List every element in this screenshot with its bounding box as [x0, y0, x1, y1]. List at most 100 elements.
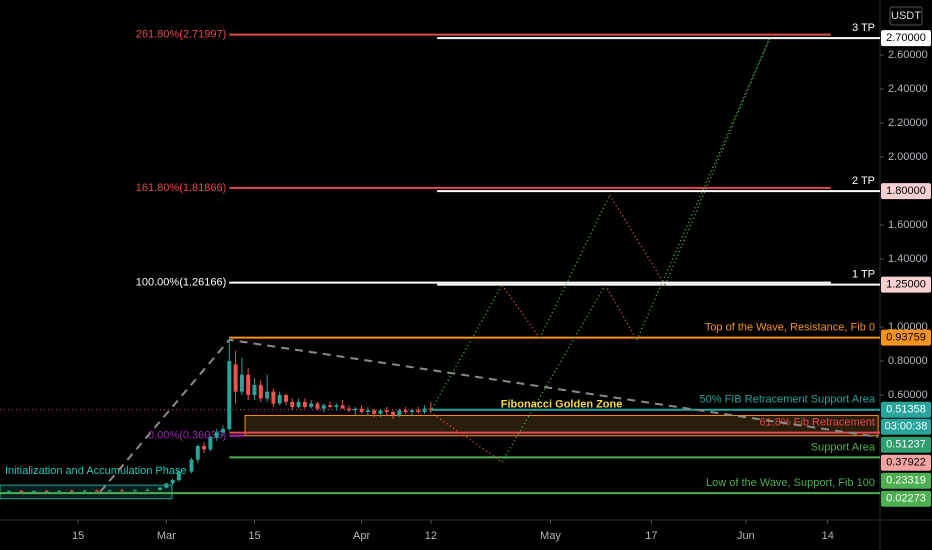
zone-box [244, 414, 879, 437]
price-tag-label: 0.93759 [886, 332, 926, 344]
level-label: 261.80%(2.71997) [136, 29, 227, 41]
price-tag [881, 329, 931, 346]
candle-body [372, 410, 377, 414]
candle-body [107, 490, 112, 492]
candle-body [409, 410, 414, 413]
candle-body [202, 446, 207, 450]
projection-segment [604, 284, 638, 341]
y-tick-label: 2.20000 [888, 117, 928, 129]
zone-label: Fibonacci Golden Zone [501, 398, 623, 410]
candle-body [365, 410, 370, 413]
candle-body [328, 405, 333, 407]
projection-segment [429, 284, 503, 413]
candle-body [290, 401, 295, 407]
candle-body [422, 408, 427, 413]
x-tick-label: 12 [425, 530, 437, 542]
candle-body [170, 480, 175, 484]
candle-body [283, 395, 288, 402]
projection-segment [664, 37, 771, 286]
candle-body [384, 410, 389, 413]
y-tick-label: 1.60000 [888, 219, 928, 231]
level-label: 61.8% Fib Retracement [759, 416, 875, 428]
x-tick-label: Jun [737, 530, 755, 542]
currency-box[interactable] [889, 6, 923, 26]
level-label: 3 TP [852, 22, 875, 34]
candle-body [302, 401, 307, 407]
price-tag-label: 0.51237 [886, 439, 926, 451]
x-tick-label: 14 [822, 530, 834, 542]
candle-body [164, 483, 169, 488]
price-tag [881, 30, 931, 47]
price-tag [881, 490, 931, 507]
candle-body [69, 490, 74, 492]
price-tag [881, 436, 931, 453]
candle-body [309, 403, 314, 407]
price-tag [881, 418, 931, 435]
candle-body [397, 410, 402, 416]
x-tick-label: 15 [72, 530, 84, 542]
price-tag-label: 1.80000 [886, 185, 926, 197]
price-tag [881, 276, 931, 293]
candle-body [195, 446, 200, 460]
x-tick-label: Apr [353, 530, 370, 542]
candle-body [391, 412, 396, 416]
x-tick-label: 17 [645, 530, 657, 542]
price-tag-label: 0.37922 [886, 457, 926, 469]
candle-body [416, 410, 421, 413]
price-tag-label: 2.70000 [886, 32, 926, 44]
price-tag-label: 0.51358 [886, 404, 926, 416]
y-tick-label: 0.60000 [888, 389, 928, 401]
price-tag [881, 183, 931, 200]
candle-body [158, 487, 162, 490]
candle-body [44, 490, 49, 492]
candle-body [334, 405, 339, 407]
projection-segment [501, 284, 541, 339]
candle-body [120, 490, 125, 492]
candle-body [239, 374, 244, 392]
level-label: 2 TP [852, 175, 875, 187]
candle-body [145, 489, 150, 491]
candle-body [346, 408, 351, 411]
candle-body [220, 429, 225, 433]
candle-body [265, 391, 270, 399]
level-label: 50% FIB Retracement Support Area [700, 394, 876, 406]
level-label: Low of the Wave, Support, Fib 100 [706, 477, 875, 489]
y-tick-label: 0.80000 [888, 355, 928, 367]
currency: USDT [891, 10, 921, 22]
y-tick-label: 2.60000 [888, 49, 928, 61]
candle-body [359, 408, 364, 413]
candle-body [176, 471, 181, 481]
y-tick-label: 1.40000 [888, 253, 928, 265]
price-tag-label: 0.02273 [886, 493, 926, 505]
candle-body [321, 405, 326, 409]
price-tag-label: 03:00:38 [885, 421, 928, 433]
price-tag-label: 0.23319 [886, 475, 926, 487]
price-tag [881, 401, 931, 418]
projection-segment [636, 37, 771, 341]
level-label: 100.00%(1.26166) [136, 276, 227, 288]
candle-body [258, 384, 263, 399]
zone-label: Initialization and Accumulation Phase [5, 465, 187, 477]
zone-box [0, 484, 173, 500]
candle-body [403, 410, 408, 413]
candle-body [32, 490, 37, 492]
candle-body [271, 391, 276, 404]
candle-body [19, 491, 24, 493]
x-tick-label: May [540, 530, 561, 542]
price-tag [881, 472, 931, 489]
candle-body [6, 491, 11, 493]
candle-body [340, 405, 345, 409]
price-tag-label: 1.25000 [886, 278, 926, 290]
candle-body [95, 490, 100, 492]
x-tick-label: 15 [248, 530, 260, 542]
level-label: 0.00%(0.36036) [148, 430, 226, 442]
x-tick-label: Mar [157, 530, 176, 542]
candle-body [227, 361, 232, 430]
projection-segment [539, 194, 611, 339]
candle-body [252, 384, 257, 396]
projection-segment [609, 194, 666, 286]
candle-body [246, 374, 251, 396]
candle-body [233, 364, 238, 392]
